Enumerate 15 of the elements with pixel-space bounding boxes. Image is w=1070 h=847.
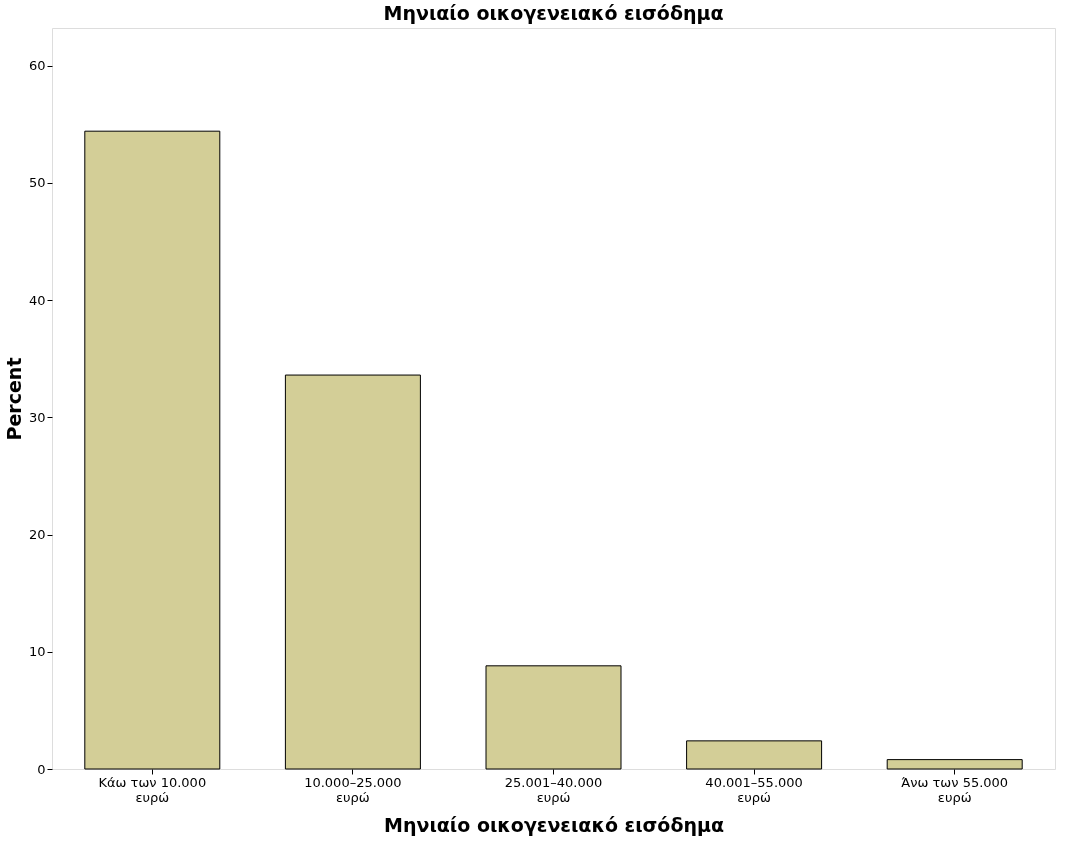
x-tick-label: 40.001–55.000 ευρώ	[705, 774, 803, 805]
x-tick-label: 10.000–25.000 ευρώ	[304, 774, 402, 805]
x-tick-label: Κάω των 10.000 ευρώ	[98, 774, 207, 805]
y-tick-label: 60	[28, 58, 46, 74]
y-tick-label: 50	[28, 175, 46, 191]
x-axis-title: Μηνιαίο οικογενειακό εισόδημα	[383, 813, 725, 836]
x-tick-label: 25.001–40.000 ευρώ	[504, 774, 603, 805]
y-axis-title: Percent	[2, 357, 25, 441]
y-tick-label: 0	[37, 761, 46, 777]
y-tick-label: 40	[28, 292, 46, 308]
chart-title: Μηνιαίο οικογενειακό εισόδημα	[383, 2, 724, 24]
y-tick-label: 10	[28, 644, 46, 660]
y-tick-label: 20	[28, 527, 46, 543]
x-tick-label: Άνω των 55.000 ευρώ	[901, 774, 1009, 805]
y-tick-label: 30	[28, 409, 46, 425]
